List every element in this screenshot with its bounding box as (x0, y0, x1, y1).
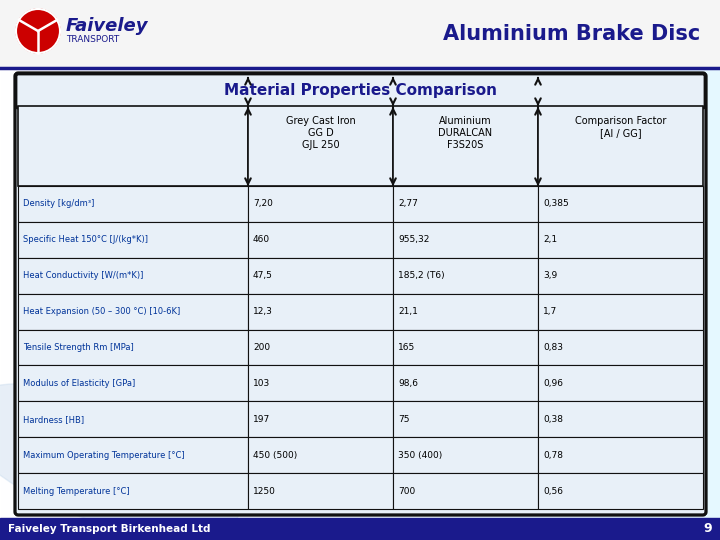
Bar (393, 186, 538, 222)
Text: [Al / GG]: [Al / GG] (600, 128, 642, 138)
Bar (393, 329, 538, 366)
Bar (538, 106, 703, 186)
Bar (0, 0, 720, 68)
Text: 103: 103 (253, 379, 270, 388)
Bar (248, 222, 393, 258)
Text: 450 (500): 450 (500) (253, 451, 297, 460)
Text: 700: 700 (398, 487, 415, 496)
FancyBboxPatch shape (15, 73, 706, 515)
Text: 75: 75 (398, 415, 410, 424)
Text: 9: 9 (703, 523, 712, 536)
Bar (538, 329, 703, 366)
Text: Faiveley: Faiveley (66, 17, 148, 35)
Bar (538, 222, 703, 258)
Bar (393, 437, 538, 473)
Text: Density [kg/dm³]: Density [kg/dm³] (23, 199, 94, 208)
Bar (393, 473, 538, 509)
Bar (248, 329, 393, 366)
Bar (18, 258, 248, 294)
Text: 1250: 1250 (253, 487, 276, 496)
Text: 0,78: 0,78 (543, 451, 563, 460)
Text: 7,20: 7,20 (253, 199, 273, 208)
Text: 350 (400): 350 (400) (398, 451, 442, 460)
Text: GG D: GG D (307, 128, 333, 138)
Bar (18, 222, 248, 258)
Ellipse shape (0, 384, 243, 536)
Bar (393, 401, 538, 437)
Text: 0,38: 0,38 (543, 415, 563, 424)
Text: 955,32: 955,32 (398, 235, 429, 244)
Text: 185,2 (T6): 185,2 (T6) (398, 271, 445, 280)
Text: Aluminium Brake Disc: Aluminium Brake Disc (443, 24, 700, 44)
Text: F3S20S: F3S20S (447, 140, 484, 150)
Text: 21,1: 21,1 (398, 307, 418, 316)
Bar (393, 258, 538, 294)
Bar (18, 401, 248, 437)
Bar (18, 329, 248, 366)
Bar (393, 366, 538, 401)
Text: Grey Cast Iron: Grey Cast Iron (286, 116, 356, 126)
Bar (248, 437, 393, 473)
Text: DURALCAN: DURALCAN (438, 128, 492, 138)
Bar (538, 186, 703, 222)
Bar (248, 258, 393, 294)
Bar (538, 473, 703, 509)
Text: 197: 197 (253, 415, 270, 424)
Text: 2,1: 2,1 (543, 235, 557, 244)
Text: 0,385: 0,385 (543, 199, 569, 208)
Text: Specific Heat 150°C [J/(kg*K)]: Specific Heat 150°C [J/(kg*K)] (23, 235, 148, 244)
Bar (248, 294, 393, 329)
Text: 0,96: 0,96 (543, 379, 563, 388)
Bar (393, 106, 538, 186)
Bar (538, 437, 703, 473)
Text: Melting Temperature [°C]: Melting Temperature [°C] (23, 487, 130, 496)
Text: 12,3: 12,3 (253, 307, 273, 316)
Bar (248, 186, 393, 222)
Text: 200: 200 (253, 343, 270, 352)
Text: 2,77: 2,77 (398, 199, 418, 208)
Bar (18, 437, 248, 473)
Text: Comparison Factor: Comparison Factor (575, 116, 666, 126)
Text: TRANSPORT: TRANSPORT (66, 35, 120, 44)
FancyBboxPatch shape (16, 74, 705, 108)
Text: Modulus of Elasticity [GPa]: Modulus of Elasticity [GPa] (23, 379, 135, 388)
Bar (18, 473, 248, 509)
Bar (18, 186, 248, 222)
Text: 0,83: 0,83 (543, 343, 563, 352)
Text: Maximum Operating Temperature [°C]: Maximum Operating Temperature [°C] (23, 451, 184, 460)
Text: Heat Conductivity [W/(m*K)]: Heat Conductivity [W/(m*K)] (23, 271, 143, 280)
Bar (248, 106, 393, 186)
Text: Material Properties Comparison: Material Properties Comparison (224, 84, 497, 98)
Text: 47,5: 47,5 (253, 271, 273, 280)
Bar (538, 258, 703, 294)
Bar (18, 366, 248, 401)
Bar (248, 473, 393, 509)
Text: 165: 165 (398, 343, 415, 352)
Bar (538, 294, 703, 329)
Bar (248, 401, 393, 437)
Bar (18, 294, 248, 329)
Bar (538, 366, 703, 401)
Text: Tensile Strength Rm [MPa]: Tensile Strength Rm [MPa] (23, 343, 134, 352)
Text: 1,7: 1,7 (543, 307, 557, 316)
Bar (0, 518, 720, 540)
Text: Aluminium: Aluminium (439, 116, 492, 126)
Text: 3,9: 3,9 (543, 271, 557, 280)
Text: Hardness [HB]: Hardness [HB] (23, 415, 84, 424)
Bar (393, 222, 538, 258)
Bar (538, 401, 703, 437)
Circle shape (16, 9, 60, 53)
Text: 98,6: 98,6 (398, 379, 418, 388)
Bar (393, 294, 538, 329)
Text: Faiveley Transport Birkenhead Ltd: Faiveley Transport Birkenhead Ltd (8, 524, 210, 534)
Text: Heat Expansion (50 – 300 °C) [10-6K]: Heat Expansion (50 – 300 °C) [10-6K] (23, 307, 180, 316)
Text: 460: 460 (253, 235, 270, 244)
Bar (18, 106, 248, 186)
Text: 0,56: 0,56 (543, 487, 563, 496)
Bar (248, 366, 393, 401)
Text: GJL 250: GJL 250 (302, 140, 339, 150)
